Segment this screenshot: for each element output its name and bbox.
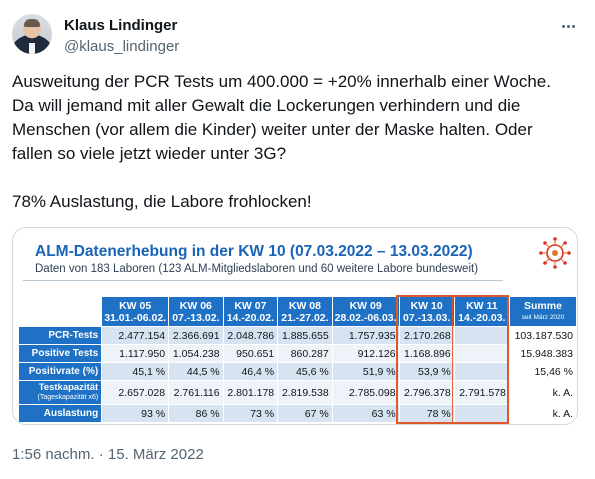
row-label: Auslastung	[17, 404, 103, 423]
column-header: KW 11 14.-20.03.	[453, 296, 510, 327]
table-cell-sum: k. A.	[508, 380, 577, 405]
table-cell: 45,6 %	[277, 362, 333, 381]
table-row: Positive Tests 1.117.950 1.054.238 950.6…	[17, 344, 577, 363]
author-handle[interactable]: @klaus_lindinger	[64, 38, 180, 55]
table-cell: 93 %	[101, 404, 170, 423]
tweet-media-image[interactable]: ALM-Datenerhebung in der KW 10 (07.03.20…	[12, 227, 578, 425]
table-cell: 86 %	[168, 404, 224, 423]
timestamp-date[interactable]: 15. März 2022	[107, 446, 204, 463]
avatar[interactable]	[12, 14, 52, 54]
virus-logo-icon	[539, 237, 571, 269]
table-cell: 1.757.935	[331, 326, 400, 345]
table-cell: 2.791.578	[453, 380, 510, 405]
table-cell: 73 %	[222, 404, 279, 423]
table-cell: 2.819.538	[277, 380, 333, 405]
table-cell: 2.761.116	[168, 380, 224, 405]
table-row: PCR-Tests 2.477.154 2.366.691 2.048.786 …	[17, 326, 577, 345]
table-row: Auslastung 93 % 86 % 73 % 67 % 63 % 78 %…	[17, 404, 577, 423]
tweet-text-line: 78% Auslastung, die Labore frohlocken!	[12, 192, 312, 211]
table-cell: 51,9 %	[331, 362, 400, 381]
table-cell: 950.651	[222, 344, 279, 363]
tweet-text-line: fallen so viele jetzt wieder unter 3G?	[12, 144, 287, 163]
table-cell: 2.796.378	[398, 380, 455, 405]
media-title: ALM-Datenerhebung in der KW 10 (07.03.20…	[35, 243, 473, 260]
table-cell: 44,5 %	[168, 362, 224, 381]
tweet-text-line: Da will jemand mit aller Gewalt die Lock…	[12, 96, 521, 115]
column-header: KW 10 07.-13.03.	[398, 296, 455, 327]
row-label: Positivrate (%)	[17, 362, 103, 381]
table-cell: 2.170.268	[398, 326, 455, 345]
table-cell	[453, 362, 510, 381]
column-header: KW 07 14.-20.02.	[222, 296, 279, 327]
table-cell: 78 %	[398, 404, 455, 423]
row-label: PCR-Tests	[17, 326, 103, 345]
table-cell: 1.117.950	[101, 344, 170, 363]
table-cell: 2.366.691	[168, 326, 224, 345]
tweet-text: Ausweitung der PCR Tests um 400.000 = +2…	[12, 70, 582, 214]
tweet-text-line: Menschen (vor allem die Kinder) weiter u…	[12, 120, 533, 139]
table-cell	[453, 404, 510, 423]
table-cell-sum: 15.948.383	[508, 344, 577, 363]
column-header: KW 08 21.-27.02.	[277, 296, 333, 327]
table-cell-sum: k. A.	[508, 404, 577, 423]
table-cell-sum: 103.187.530	[508, 326, 577, 345]
alm-data-table: KW 05 31.01.-06.02. KW 06 07.-13.02. KW 07…	[17, 296, 577, 423]
table-row: Testkapazität (Tageskapazität x6) 2.657.0…	[17, 380, 577, 405]
table-row: Positivrate (%) 45,1 % 44,5 % 46,4 % 45,…	[17, 362, 577, 381]
column-header: KW 06 07.-13.02.	[168, 296, 224, 327]
table-cell: 2.657.028	[101, 380, 170, 405]
column-header: KW 09 28.02.-06.03.	[331, 296, 400, 327]
table-cell	[453, 344, 510, 363]
table-cell: 53,9 %	[398, 362, 455, 381]
table-cell	[453, 326, 510, 345]
table-cell: 2.801.178	[222, 380, 279, 405]
table-cell: 63 %	[331, 404, 400, 423]
more-options-icon[interactable]	[558, 16, 578, 36]
table-cell-sum: 15,46 %	[508, 362, 577, 381]
author-name[interactable]: Klaus Lindinger	[64, 17, 178, 34]
table-cell: 2.477.154	[101, 326, 170, 345]
table-header-row: KW 05 31.01.-06.02. KW 06 07.-13.02. KW 07…	[17, 296, 577, 327]
timestamp-time[interactable]: 1:56 nachm.	[12, 446, 95, 463]
table-cell: 1.885.655	[277, 326, 333, 345]
tweet-timestamp[interactable]: 1:56 nachm. · 15. März 2022	[12, 446, 204, 463]
column-header-sum: Summe seit März 2020	[508, 296, 577, 327]
media-subtitle: Daten von 183 Laboren (123 ALM-Mitglieds…	[35, 263, 479, 275]
table-cell: 2.048.786	[222, 326, 279, 345]
row-label: Testkapazität (Tageskapazität x6)	[17, 380, 103, 405]
tweet-text-line: Ausweitung der PCR Tests um 400.000 = +2…	[12, 72, 551, 91]
table-cell: 860.287	[277, 344, 333, 363]
timestamp-separator: ·	[94, 446, 108, 463]
column-header: KW 05 31.01.-06.02.	[101, 296, 170, 327]
table-cell: 45,1 %	[101, 362, 170, 381]
row-label: Positive Tests	[17, 344, 103, 363]
tweet-text-blank	[12, 166, 582, 190]
table-cell: 46,4 %	[222, 362, 279, 381]
table-cell: 1.054.238	[168, 344, 224, 363]
table-corner	[17, 296, 103, 327]
table-cell: 67 %	[277, 404, 333, 423]
table-cell: 1.168.896	[398, 344, 455, 363]
table-cell: 2.785.098	[331, 380, 400, 405]
table-cell: 912.126	[331, 344, 400, 363]
media-divider	[23, 280, 503, 281]
